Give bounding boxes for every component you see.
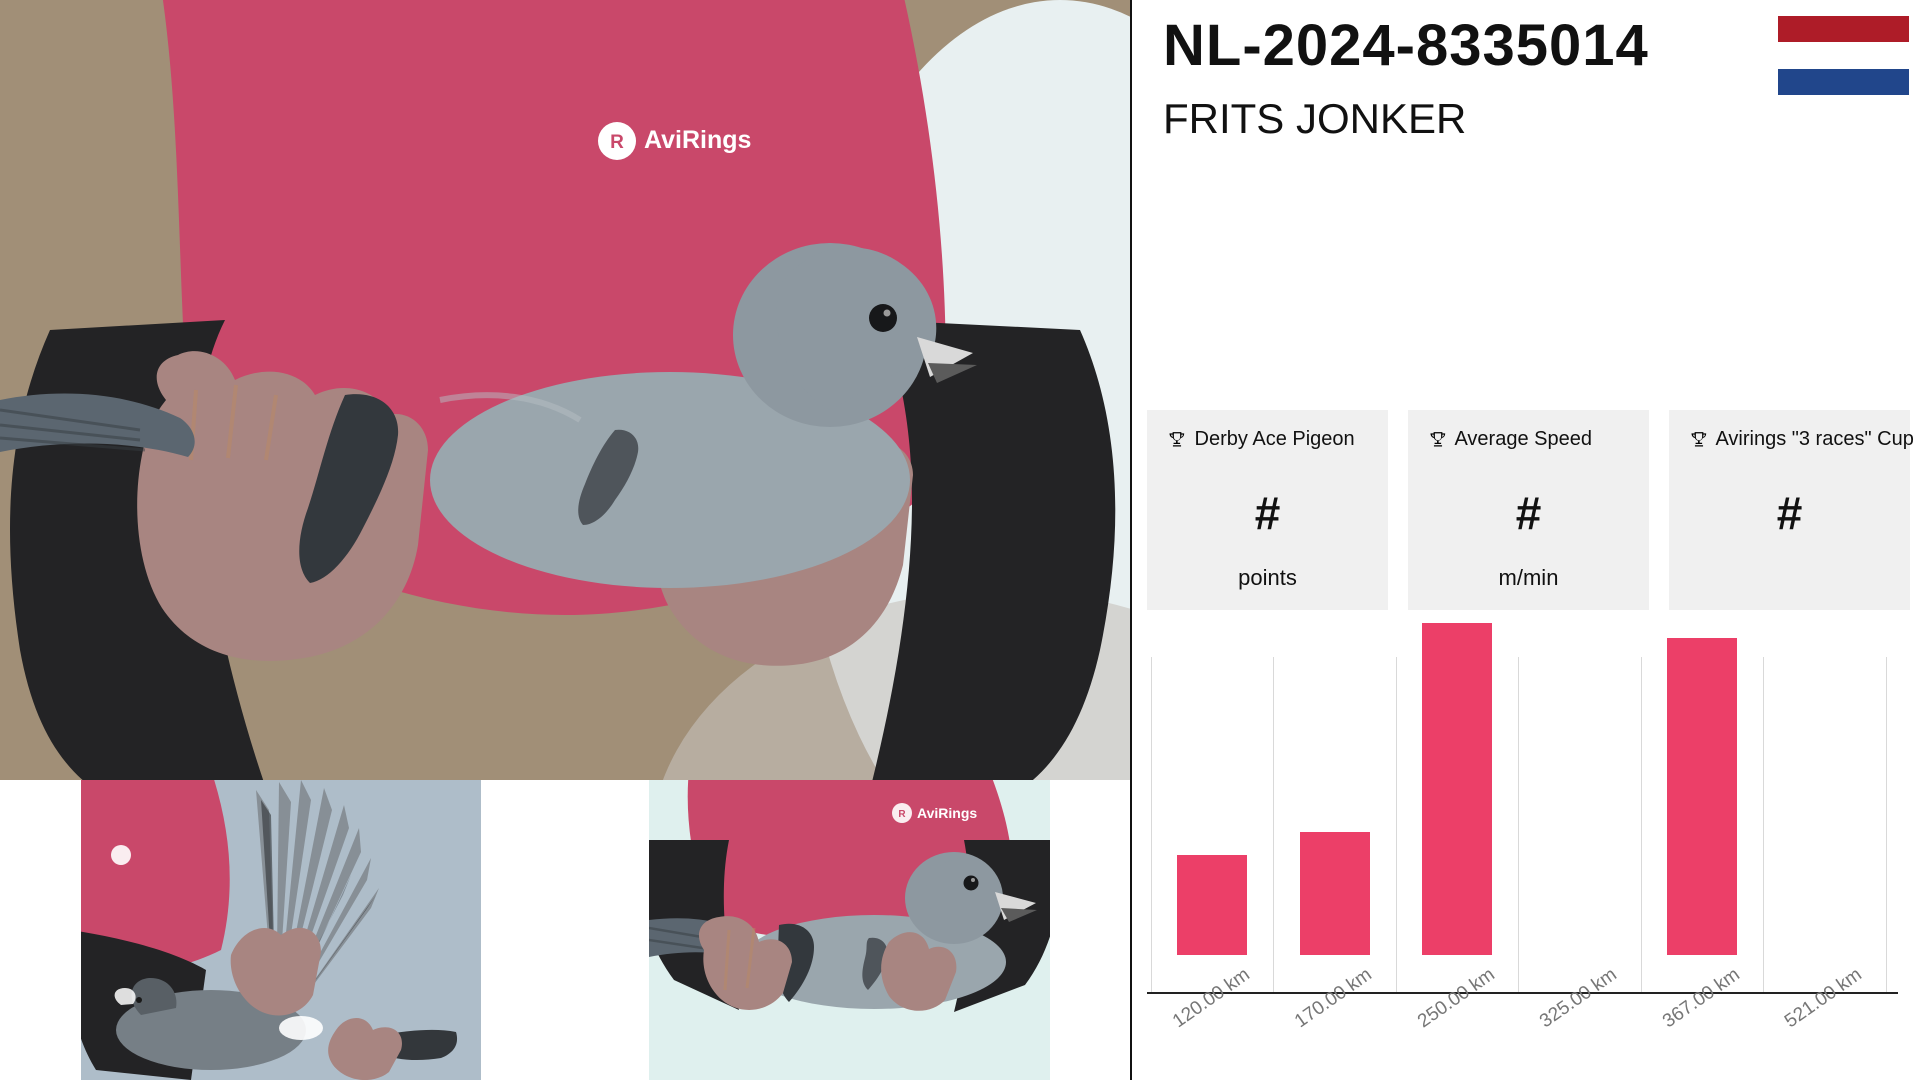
svg-text:R: R — [898, 809, 906, 820]
svg-text:AviRings: AviRings — [917, 805, 977, 821]
svg-text:AviRings: AviRings — [644, 126, 751, 154]
svg-text:R: R — [610, 132, 624, 153]
